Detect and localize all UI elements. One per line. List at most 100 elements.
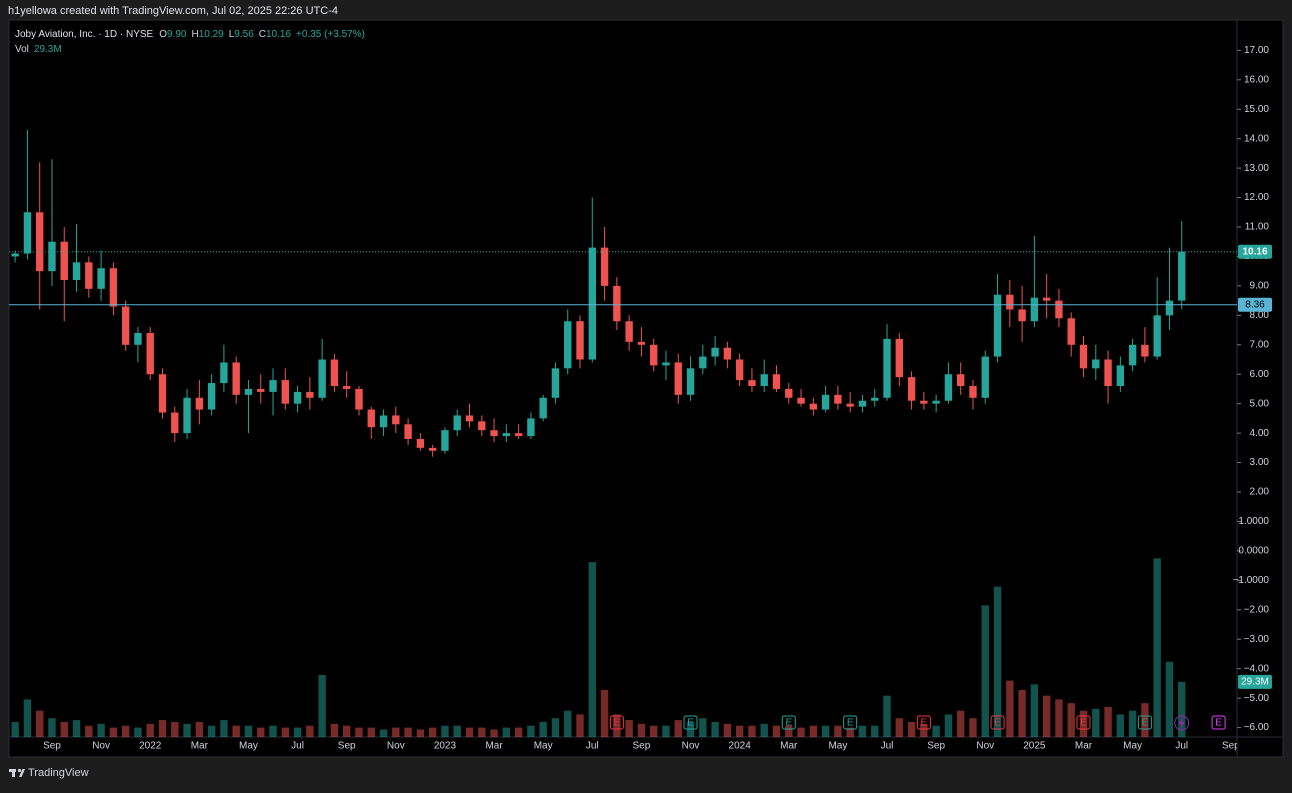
y-tick-label: 2.00 [1250,487,1270,498]
candle-body [207,383,216,410]
candle-body [600,247,609,286]
candle-body [637,341,646,345]
chart-frame [8,19,1284,758]
y-tick-label: 17.00 [1244,45,1269,56]
x-tick-label: Jul [881,741,894,752]
volume-bar [711,721,719,737]
volume-bar [821,725,830,737]
volume-bar [343,725,351,737]
candle-body [1092,359,1100,369]
volume-bar [146,723,154,737]
y-tick-label: 0.0000 [1238,546,1269,557]
earnings-label: E [847,718,854,729]
y-tick-label: 11.00 [1245,222,1270,233]
volume-bar [293,727,302,737]
candle-body [36,212,44,272]
candle-body [1067,318,1075,345]
volume-bar [134,727,142,737]
candle-body [748,380,756,387]
y-tick-label: −2.00 [1244,604,1270,615]
earnings-label: E [1142,718,1149,729]
volume-bar [699,718,707,737]
earnings-marker [916,715,931,730]
volume-bar [514,727,523,737]
volume-bar [379,729,388,737]
candle-body [318,359,326,398]
candle-body [478,421,486,431]
candle-body [355,388,363,410]
candle-body [465,415,474,422]
earnings-marker [843,715,858,730]
candle-body [686,368,695,395]
candle-body [23,212,32,254]
candle-body [1104,359,1112,387]
candle-body [121,306,130,345]
candle-body [957,374,965,387]
x-tick-label: Sep [43,741,61,752]
volume-bar [625,720,633,737]
x-tick-label: Nov [92,741,110,752]
candle-body [269,380,277,392]
candle-body [588,247,596,360]
earnings-label: E [921,718,928,729]
candle-body [453,415,461,431]
volume-bar [465,727,474,737]
volume-bar [834,725,842,737]
volume-bar [1165,661,1174,737]
candle-body [11,253,19,257]
volume-bar [1055,699,1063,737]
candle-body [60,241,68,281]
volume-bar [551,718,560,737]
candle-body [72,262,81,281]
volume-bar [772,725,781,737]
candle-body [1116,365,1125,387]
earnings-marker [781,715,796,730]
x-tick-label: Sep [338,741,356,752]
volume-bar [920,723,928,737]
volume-bar [404,727,412,737]
candle-body [564,321,572,369]
candle-body [576,321,584,360]
candle-body [527,418,535,437]
volume-bar [85,725,93,737]
volume-bar [330,723,339,737]
x-tick-label: Sep [927,741,945,752]
candle-body [441,430,449,451]
candle-body [674,362,682,395]
volume-bar [883,695,891,737]
candle-body [785,388,793,398]
x-tick-label: Nov [682,741,700,752]
candle-body [907,377,916,401]
earnings-label: E [1080,718,1087,729]
legend-key: O [159,29,167,40]
y-tick-label: −4.00 [1244,663,1270,674]
candle-body [871,397,879,401]
candle-body [1055,300,1063,319]
legend-key: C [259,29,266,40]
footer-logo: TradingView [9,767,89,779]
volume-bar [72,720,81,737]
volume-bar [527,725,535,737]
earnings-label: E [687,718,694,729]
volume-bar [416,729,425,737]
volume-bar [121,725,130,737]
volume-bar [1116,714,1125,737]
candle-body [343,386,351,389]
volume-bar [723,723,732,737]
earnings-marker [1076,715,1091,730]
event-icon [1178,717,1185,729]
volume-bar [257,727,265,737]
volume-bar [539,721,547,737]
legend-key: H [191,29,198,40]
earnings-marker [990,715,1005,730]
volume-bar [232,725,240,737]
volume-bar [662,725,670,737]
volume-bar [502,727,511,737]
volume-last-box [1238,674,1272,689]
x-tick-label: Mar [191,741,209,752]
volume-bar [1018,690,1026,737]
plot-area [11,129,1186,737]
volume-bar [858,725,867,737]
candle-body [539,397,547,419]
